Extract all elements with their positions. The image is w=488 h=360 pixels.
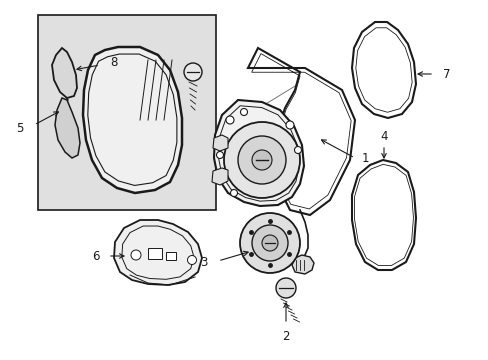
Polygon shape [213,135,227,151]
Circle shape [238,136,285,184]
Polygon shape [52,48,77,98]
Circle shape [240,213,299,273]
Circle shape [285,121,293,129]
Polygon shape [55,98,80,158]
Circle shape [225,116,234,124]
Circle shape [187,256,196,265]
Circle shape [183,63,202,81]
Polygon shape [351,160,415,270]
Circle shape [131,250,141,260]
Polygon shape [212,168,227,185]
Circle shape [294,147,301,153]
Circle shape [262,235,278,251]
Polygon shape [114,220,202,285]
Polygon shape [83,47,182,193]
Text: 6: 6 [92,249,100,262]
Circle shape [240,108,247,116]
Circle shape [251,150,271,170]
Text: 7: 7 [442,68,449,81]
Text: 8: 8 [110,55,117,68]
Text: 2: 2 [282,329,289,342]
Circle shape [224,122,299,198]
Text: 4: 4 [380,130,387,143]
Circle shape [230,189,237,197]
Polygon shape [351,22,415,118]
Circle shape [216,152,223,158]
Bar [165,252,176,260]
Circle shape [251,225,287,261]
Text: 3: 3 [200,256,207,270]
Polygon shape [291,255,313,274]
Polygon shape [214,100,304,206]
Text: 5: 5 [16,122,23,135]
Text: 1: 1 [361,152,369,165]
Circle shape [275,278,295,298]
Polygon shape [247,48,354,215]
Bar [38,15,216,210]
Bar [148,248,162,259]
